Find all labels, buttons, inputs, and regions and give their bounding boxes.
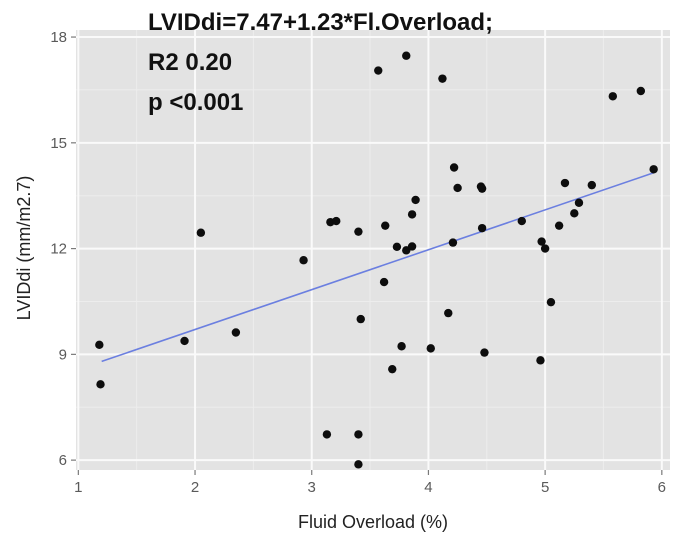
data-point xyxy=(299,256,308,265)
data-point xyxy=(356,314,365,324)
data-point xyxy=(180,336,189,346)
data-point xyxy=(426,344,435,353)
grid-lines xyxy=(76,30,670,470)
data-point xyxy=(95,340,104,350)
data-point xyxy=(388,364,397,374)
data-point xyxy=(411,195,420,205)
regression-line-group xyxy=(101,172,654,363)
data-point xyxy=(649,165,658,174)
data-point xyxy=(574,198,584,207)
data-point xyxy=(354,430,363,439)
y-tick-label: 6 xyxy=(59,452,67,469)
x-tick-label: 6 xyxy=(658,479,666,496)
data-point xyxy=(546,297,556,307)
x-axis-title: Fluid Overload (%) xyxy=(298,512,448,532)
data-point xyxy=(560,178,570,188)
annotation-r2: R2 0.20 xyxy=(148,49,232,76)
data-point xyxy=(438,74,447,83)
x-tick-label: 1 xyxy=(74,479,82,496)
data-point xyxy=(397,342,406,351)
data-point xyxy=(392,242,402,252)
data-point xyxy=(477,184,487,193)
data-point xyxy=(570,209,579,218)
y-tick-label: 15 xyxy=(50,135,67,152)
data-point xyxy=(448,238,458,247)
data-point xyxy=(554,221,564,230)
data-point xyxy=(517,216,526,226)
data-point xyxy=(407,210,417,219)
data-point xyxy=(322,430,332,439)
data-point xyxy=(381,221,390,230)
y-tick-label: 18 xyxy=(50,29,67,46)
x-tick-label: 4 xyxy=(424,479,432,496)
data-point xyxy=(407,242,417,251)
data-point xyxy=(196,228,206,237)
data-point xyxy=(480,348,489,357)
y-axis-ticks: 6 9 12 15 18 xyxy=(50,29,76,469)
data-point xyxy=(540,244,550,253)
data-point xyxy=(537,237,546,246)
data-points xyxy=(95,51,658,469)
data-point xyxy=(354,227,363,236)
data-point xyxy=(453,183,462,193)
data-point xyxy=(608,92,618,101)
annotation-pvalue: p <0.001 xyxy=(148,89,243,116)
data-point xyxy=(402,51,411,60)
y-axis-title: LVIDdi (mm/m2.7) xyxy=(14,176,34,321)
data-point xyxy=(96,380,105,389)
y-tick-label: 12 xyxy=(50,241,67,258)
x-tick-label: 2 xyxy=(191,479,199,496)
x-tick-label: 5 xyxy=(541,479,549,496)
data-point xyxy=(354,460,363,469)
data-point xyxy=(587,180,597,190)
data-point xyxy=(231,328,241,337)
x-tick-label: 3 xyxy=(308,479,316,496)
data-point xyxy=(449,163,459,172)
data-point xyxy=(444,308,453,318)
annotation-equation: LVIDdi=7.47+1.23*Fl.Overload; xyxy=(148,9,493,36)
y-tick-label: 9 xyxy=(59,346,67,363)
data-point xyxy=(374,66,383,75)
data-point xyxy=(636,86,646,96)
plot-panel xyxy=(76,30,670,470)
data-point xyxy=(332,216,341,226)
regression-line xyxy=(101,172,654,363)
x-axis-ticks: 1 2 3 4 5 6 xyxy=(74,470,666,496)
data-point xyxy=(477,223,487,233)
data-point xyxy=(379,277,389,287)
data-point xyxy=(536,356,545,365)
